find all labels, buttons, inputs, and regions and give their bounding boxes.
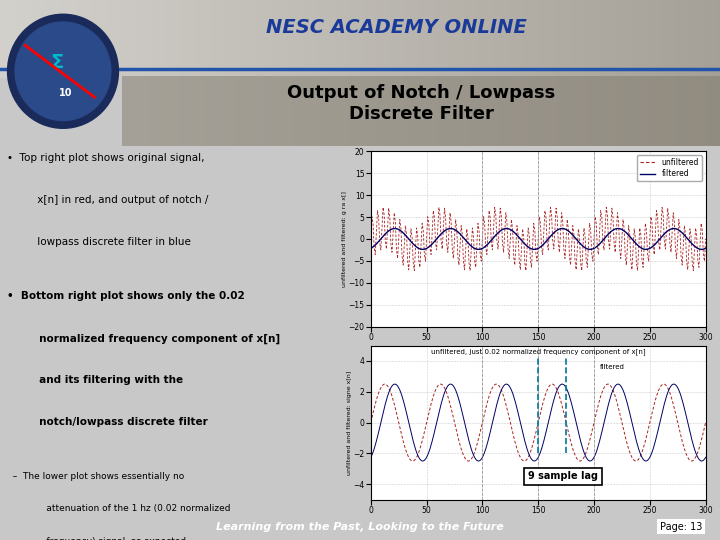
Text: and its filtering with the: and its filtering with the — [22, 375, 184, 385]
Text: •  Bottom right plot shows only the 0.02: • Bottom right plot shows only the 0.02 — [7, 292, 245, 301]
Text: Output of Notch / Lowpass
Discrete Filter: Output of Notch / Lowpass Discrete Filte… — [287, 84, 555, 123]
Text: –  The lower plot shows essentially no: – The lower plot shows essentially no — [7, 471, 184, 481]
Text: lowpass discrete filter in blue: lowpass discrete filter in blue — [22, 237, 192, 247]
Text: 10: 10 — [59, 89, 72, 98]
Text: notch/lowpass discrete filter: notch/lowpass discrete filter — [22, 417, 208, 427]
Text: Learning from the Past, Looking to the Future: Learning from the Past, Looking to the F… — [216, 522, 504, 531]
Legend: unfiltered, filtered: unfiltered, filtered — [637, 155, 702, 181]
Text: x[n] in red, and output of notch /: x[n] in red, and output of notch / — [22, 195, 209, 205]
Text: attenuation of the 1 hz (0.02 normalized: attenuation of the 1 hz (0.02 normalized — [32, 504, 230, 514]
Text: Σ: Σ — [50, 53, 63, 72]
Text: Page: 13: Page: 13 — [660, 522, 702, 531]
Circle shape — [15, 22, 111, 120]
Y-axis label: unfiltered and filtered: g ra x[]: unfiltered and filtered: g ra x[] — [342, 191, 347, 287]
Text: 9 sample lag: 9 sample lag — [528, 471, 598, 482]
Text: •  Top right plot shows original signal,: • Top right plot shows original signal, — [7, 153, 204, 163]
Circle shape — [8, 14, 118, 129]
Text: unfiltered, just 0.02 normalized frequency component of x[n]: unfiltered, just 0.02 normalized frequen… — [431, 349, 646, 355]
Text: NESC ACADEMY ONLINE: NESC ACADEMY ONLINE — [266, 18, 526, 37]
Text: filtered: filtered — [600, 364, 624, 370]
Text: normalized frequency component of x[n]: normalized frequency component of x[n] — [22, 333, 280, 343]
Y-axis label: unfiltered and filtered: signe x[n]: unfiltered and filtered: signe x[n] — [347, 370, 352, 475]
Text: frequency) signal, as expected: frequency) signal, as expected — [32, 537, 186, 540]
